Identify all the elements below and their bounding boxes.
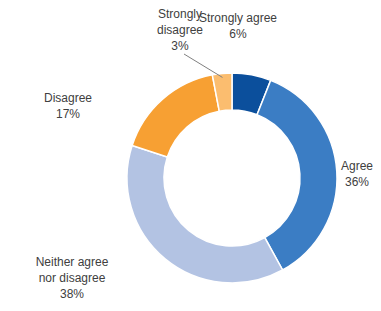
category-label: Disagree	[44, 91, 92, 105]
slice	[132, 75, 219, 157]
slice	[257, 80, 337, 270]
value-label: 17%	[56, 107, 80, 121]
value-label: 3%	[171, 39, 189, 53]
category-label-line: Strongly	[158, 7, 202, 21]
slices	[127, 73, 337, 283]
category-label-line: disagree	[157, 23, 203, 37]
value-label: 36%	[345, 175, 369, 189]
category-label: Strongly disagree	[157, 7, 203, 37]
labels: Strongly agree 6% Agree 36% Neither agree nor…	[36, 7, 374, 301]
value-label: 6%	[229, 27, 247, 41]
slice	[127, 146, 283, 283]
category-label: Neither agree nor disagree	[36, 255, 109, 285]
category-label-line: Agree	[341, 159, 373, 173]
value-label: 38%	[60, 287, 84, 301]
category-label: Agree	[341, 159, 373, 173]
chart: Strongly agree 6% Agree 36% Neither agree nor…	[0, 0, 381, 311]
category-label-line: Strongly agree	[199, 11, 277, 25]
category-label-line: Disagree	[44, 91, 92, 105]
category-label: Strongly agree	[199, 11, 277, 25]
slice	[212, 73, 232, 111]
leader-line	[184, 54, 222, 77]
category-label-line: Neither agree	[36, 255, 109, 269]
category-label-line: nor disagree	[39, 271, 106, 285]
